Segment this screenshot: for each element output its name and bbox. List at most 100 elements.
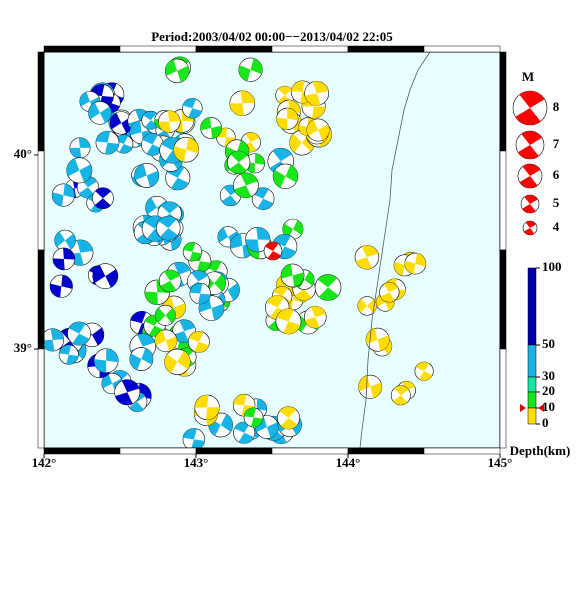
beachball-lobe bbox=[158, 216, 178, 241]
frame-band bbox=[499, 150, 507, 251]
beachball-lobe bbox=[522, 195, 538, 213]
beachball-lobe bbox=[281, 264, 305, 287]
depth-label: 0 bbox=[542, 415, 549, 430]
beachball-lobe bbox=[115, 134, 133, 154]
frame-band bbox=[195, 447, 273, 455]
beachball-lobe bbox=[129, 348, 153, 370]
frame-band bbox=[43, 447, 121, 455]
beachball-lobe bbox=[66, 158, 93, 183]
beachball-lobe bbox=[238, 58, 263, 82]
frame-band bbox=[499, 51, 507, 152]
beachball-lobe bbox=[173, 319, 196, 343]
beachball-lobe bbox=[162, 296, 186, 319]
beachball-lobe bbox=[54, 231, 76, 250]
beachball-lobe bbox=[380, 282, 399, 303]
beachball-lobe bbox=[357, 298, 377, 314]
beachball-lobe bbox=[265, 242, 281, 260]
beachball-lobe bbox=[50, 275, 73, 298]
beachball-lobe bbox=[253, 187, 274, 210]
beachball-lobe bbox=[189, 283, 211, 304]
depth-label: 100 bbox=[542, 259, 562, 274]
frame-band bbox=[37, 249, 45, 350]
frame-band bbox=[37, 51, 45, 152]
y-tick-label: 39° bbox=[14, 340, 32, 355]
beachball-lobe bbox=[376, 293, 395, 311]
beachball-lobe bbox=[244, 407, 263, 427]
beachball-lobe bbox=[229, 151, 248, 174]
x-tick-label: 143° bbox=[184, 455, 209, 470]
beachball-lobe bbox=[52, 247, 75, 270]
beachball-lobe bbox=[92, 264, 118, 288]
depth-label: 50 bbox=[542, 336, 555, 351]
magnitude-legend: 8 7 6 5 4 bbox=[512, 90, 560, 236]
beachball-lobe bbox=[144, 315, 165, 337]
frame-band bbox=[37, 348, 45, 449]
x-tick-label: 142° bbox=[32, 455, 57, 470]
beachball-lobe bbox=[393, 385, 409, 405]
beachball-lobe bbox=[269, 148, 292, 175]
beachball-lobe bbox=[41, 328, 64, 352]
beachball-lobe bbox=[115, 379, 140, 405]
beachball-lobe bbox=[164, 350, 191, 373]
depth-color bbox=[527, 267, 537, 346]
frame-band bbox=[347, 447, 425, 455]
x-tick-label: 145° bbox=[488, 455, 513, 470]
beachball-lobe bbox=[234, 172, 258, 198]
beachball-lobe bbox=[182, 98, 202, 119]
frame-band bbox=[499, 249, 507, 350]
beachball-lobe bbox=[234, 422, 254, 444]
beachball-lobe bbox=[358, 375, 382, 399]
beachball-lobe bbox=[110, 112, 133, 134]
depth-color bbox=[527, 407, 537, 425]
magnitude-label: 4 bbox=[553, 219, 560, 234]
coastline bbox=[359, 51, 431, 449]
frame-band bbox=[271, 447, 349, 455]
beachball-lobe bbox=[143, 111, 159, 130]
frame-band bbox=[423, 45, 501, 53]
beachball-lobe bbox=[183, 242, 202, 262]
beachball-lobe bbox=[365, 328, 390, 351]
beachball-lobe bbox=[245, 227, 271, 252]
beachball-lobe bbox=[154, 330, 177, 352]
frame-band bbox=[195, 45, 273, 53]
frame-band bbox=[499, 348, 507, 449]
beachball-lobe bbox=[142, 133, 163, 156]
frame-band bbox=[423, 447, 501, 455]
magnitude-label: 5 bbox=[553, 195, 560, 210]
beachball-lobe bbox=[273, 164, 298, 188]
depth-color bbox=[527, 376, 537, 393]
beachball-lobe bbox=[208, 414, 233, 436]
beachball-lobe bbox=[518, 130, 542, 159]
beachball-lobe bbox=[194, 395, 220, 420]
beachball-lobe bbox=[59, 345, 79, 365]
beachball-lobe bbox=[173, 137, 199, 162]
frame-band bbox=[119, 447, 197, 455]
depth-label: 10 bbox=[542, 399, 555, 414]
depth-label: 20 bbox=[542, 383, 555, 398]
beachball-lobe bbox=[524, 221, 536, 235]
depth-color bbox=[527, 391, 537, 409]
magnitude-label: 6 bbox=[553, 167, 560, 182]
frame-band bbox=[119, 45, 197, 53]
beachball-lobe bbox=[69, 137, 91, 159]
frame-band bbox=[271, 45, 349, 53]
beachball-lobe bbox=[183, 428, 205, 451]
beachball-lobe bbox=[245, 153, 265, 174]
depth-color bbox=[527, 344, 537, 378]
beachball-lobe bbox=[317, 274, 339, 301]
frame-bands bbox=[37, 45, 507, 455]
magnitude-label: 7 bbox=[553, 136, 560, 151]
frame-band bbox=[37, 150, 45, 251]
depth-label: 30 bbox=[542, 368, 555, 383]
beachball-lobe bbox=[515, 90, 545, 126]
magnitude-title: M bbox=[522, 69, 534, 84]
magnitude-label: 8 bbox=[553, 99, 560, 114]
frame-band bbox=[347, 45, 425, 53]
title: Period:2003/04/02 00:00−−2013/04/02 22:0… bbox=[151, 29, 393, 44]
beachball-lobe bbox=[52, 183, 75, 207]
x-tick-label: 144° bbox=[336, 455, 361, 470]
beachball-lobe bbox=[519, 164, 541, 188]
beachball-lobe bbox=[276, 108, 299, 130]
